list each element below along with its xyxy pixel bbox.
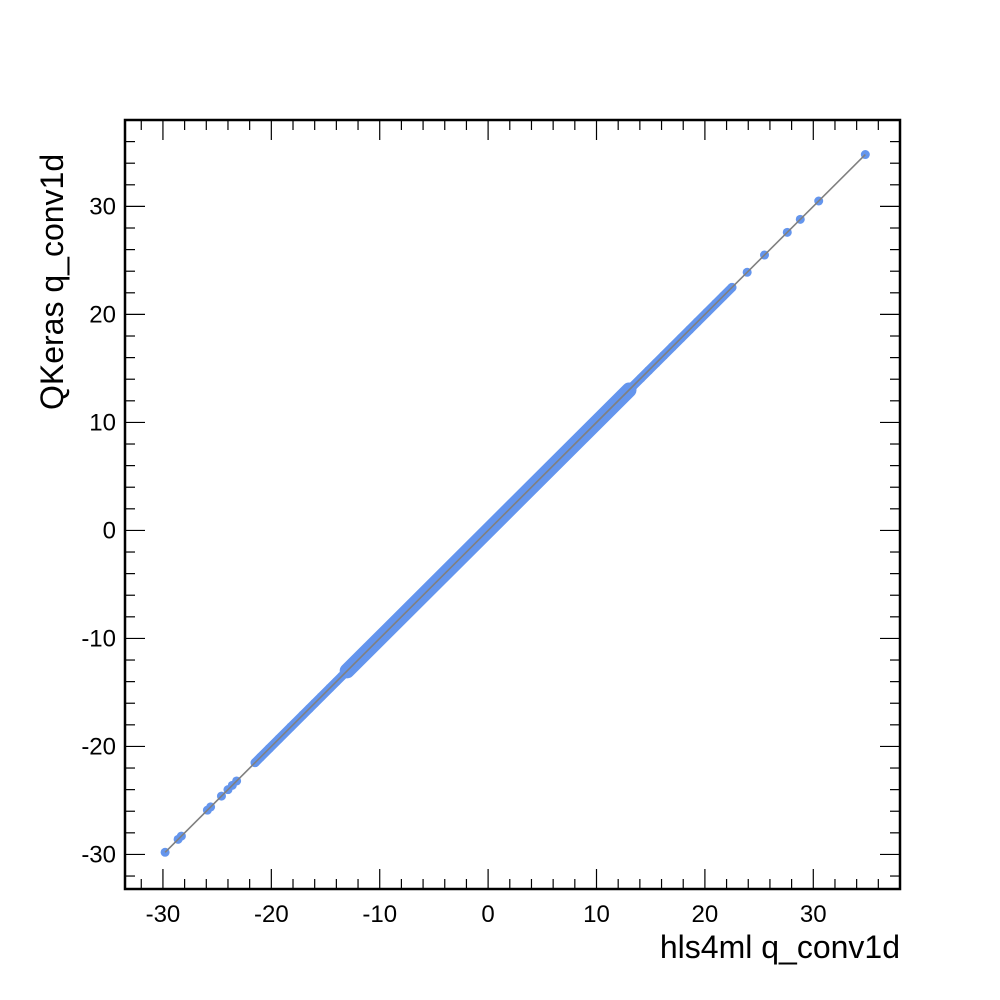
y-tick-label: -20 [81,733,116,760]
y-tick-label: 10 [89,409,116,436]
x-tick-label: 20 [692,901,719,928]
y-tick-label: 30 [89,193,116,220]
y-axis-ticks: -30 -20 -10 0 10 20 30 [81,119,900,877]
x-axis-ticks: -30 -20 -10 0 10 20 30 [140,120,901,928]
x-tick-label: 0 [481,901,494,928]
reference-line [164,153,866,853]
plot-frame [123,118,902,891]
y-tick-label: 0 [103,517,116,544]
x-tick-label: -20 [254,901,289,928]
y-axis-label: QKeras q_conv1d [34,154,70,410]
x-axis-label: hls4ml q_conv1d [660,929,900,965]
x-tick-label: 10 [583,901,610,928]
y-tick-label: -30 [81,841,116,868]
y-tick-label: 20 [89,301,116,328]
x-tick-label: 30 [800,901,827,928]
x-tick-label: -30 [146,901,181,928]
x-tick-label: -10 [362,901,397,928]
y-tick-label: -10 [81,625,116,652]
